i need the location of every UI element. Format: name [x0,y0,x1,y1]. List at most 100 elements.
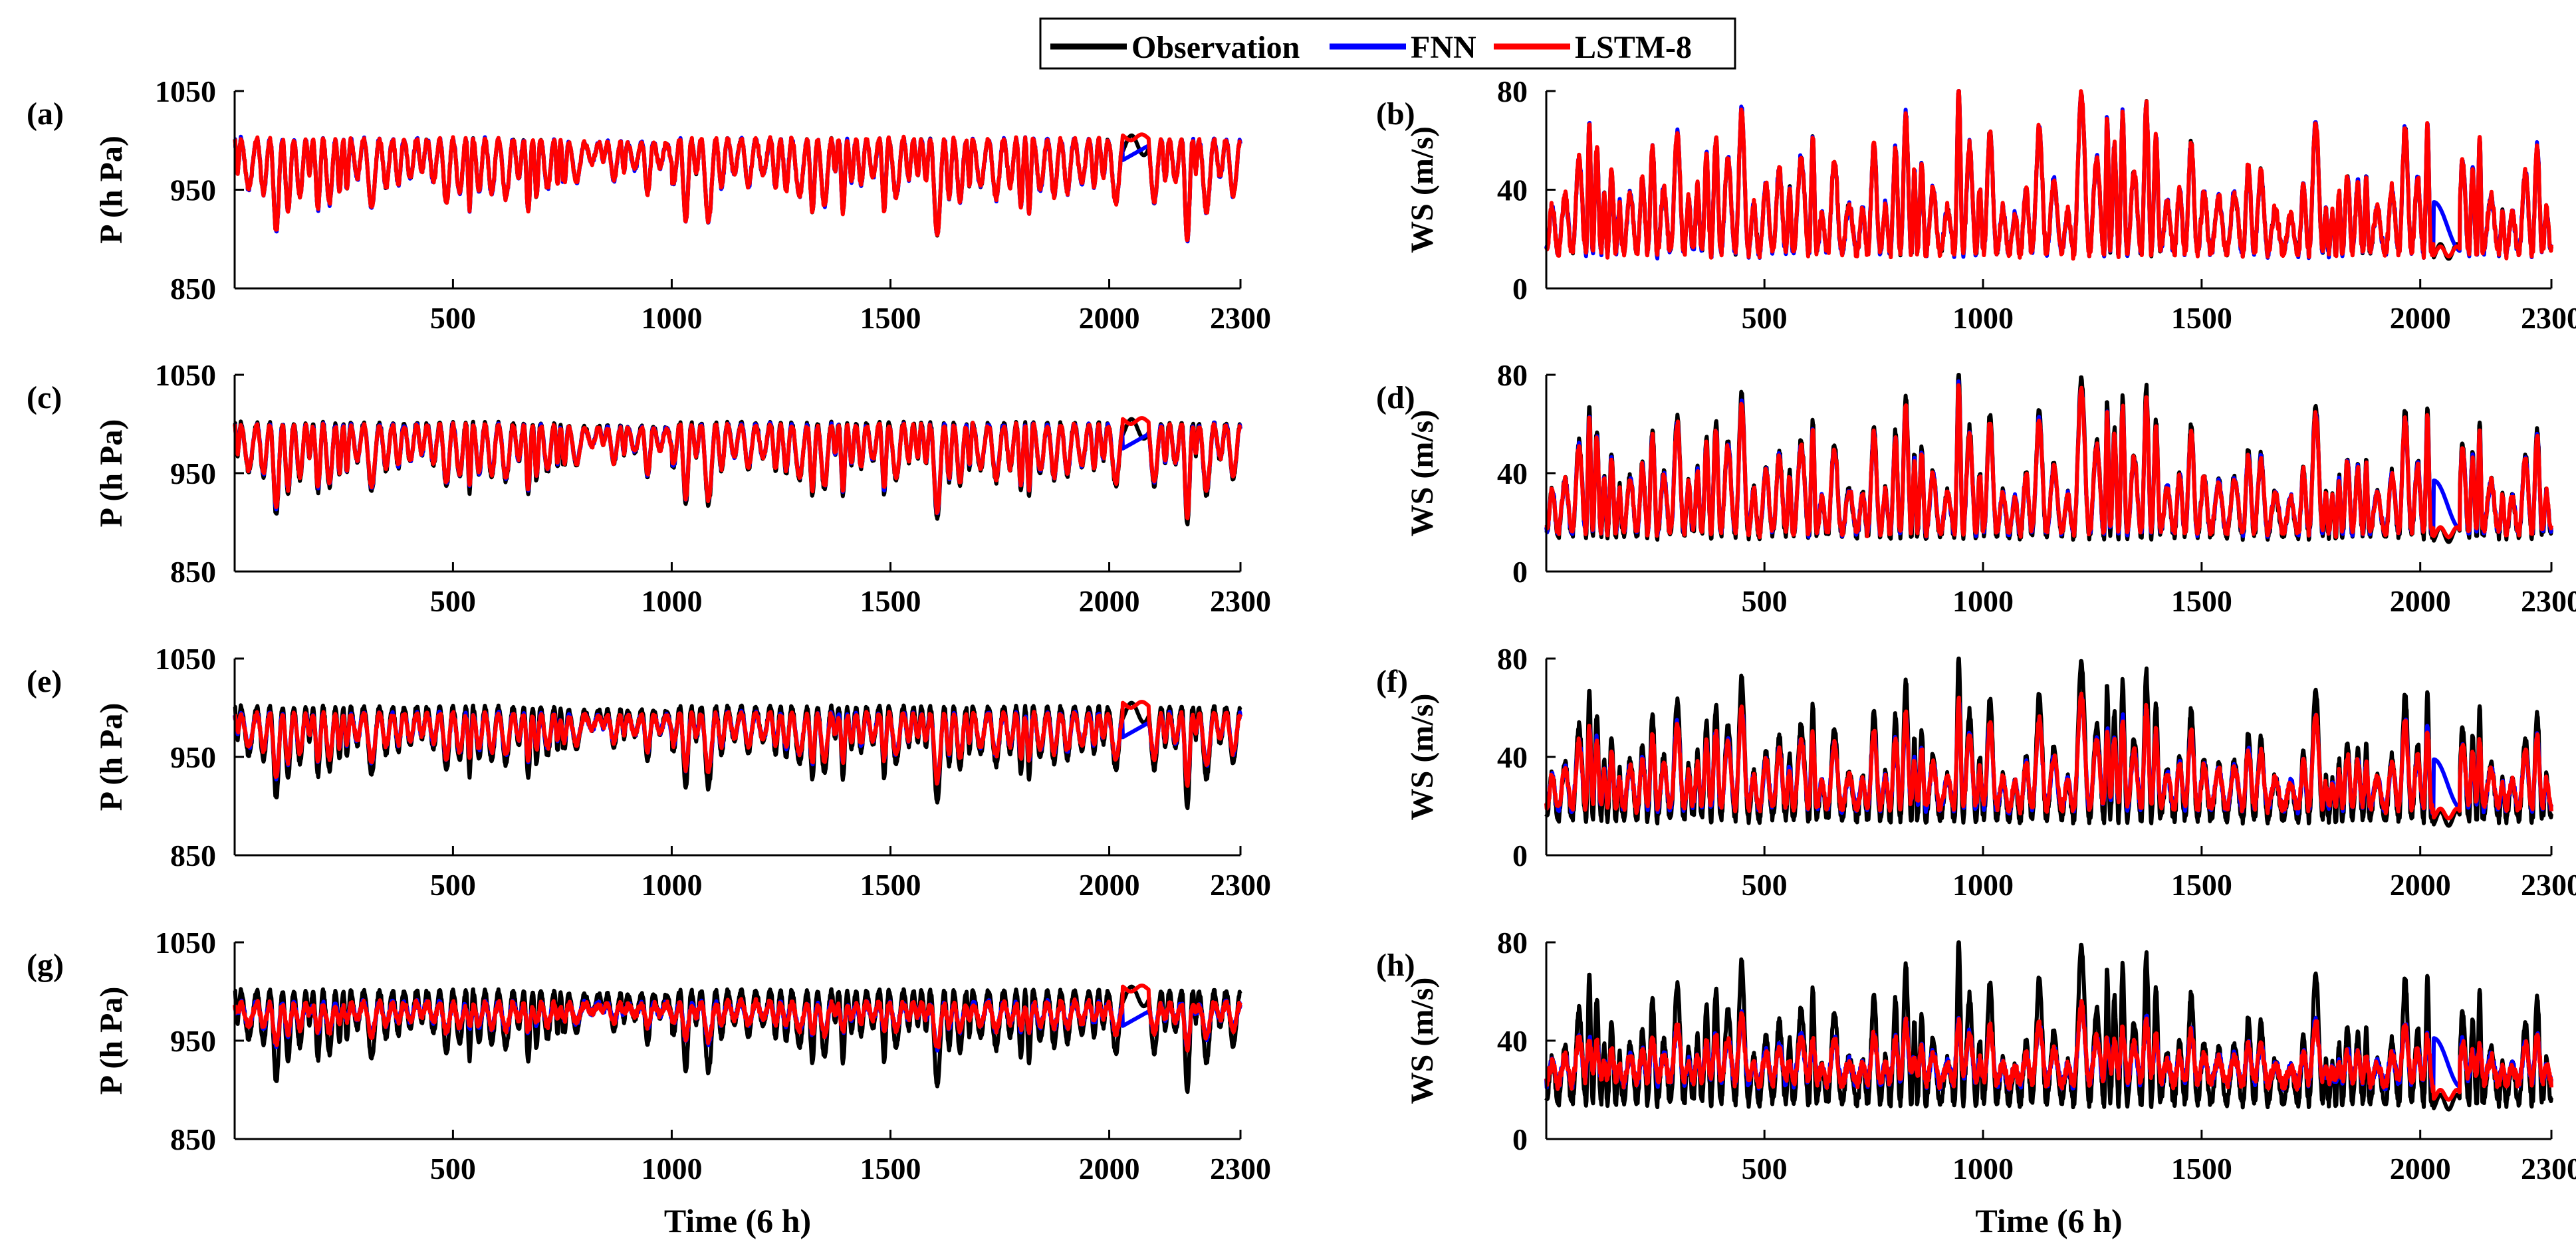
x-tick-label: 2300 [2521,1152,2576,1186]
y-tick-label: 950 [170,1024,216,1058]
legend-label-fnn: FNN [1411,30,1476,65]
x-tick-label: 2000 [1079,301,1140,335]
x-tick-label: 500 [430,868,476,902]
y-axis-label: WS (m/s) [1405,978,1440,1104]
lstm-line [233,132,1242,243]
y-tick-label: 80 [1497,642,1528,676]
y-tick-label: 0 [1512,1122,1528,1156]
y-tick-label: 40 [1497,740,1528,774]
lstm-line [1544,691,2553,821]
x-tick-label: 2000 [1079,1152,1140,1186]
y-axis-label: WS (m/s) [1405,410,1440,537]
panel-label: (c) [27,380,62,415]
x-tick-label: 2000 [1079,584,1140,618]
y-tick-label: 1050 [155,74,216,108]
x-tick-label: 1000 [641,301,702,335]
x-tick-label: 500 [430,1152,476,1186]
x-tick-label: 2300 [2521,301,2576,335]
x-tick-label: 500 [430,584,476,618]
panel-label: (a) [27,96,64,132]
y-tick-label: 1050 [155,642,216,676]
panel-d: 0 40 80 500 1000 1500 2000 2300 WS (m/s)(d) [1376,358,2576,618]
x-tick-label: 1500 [860,868,921,902]
y-tick-label: 1050 [155,358,216,392]
lstm-line [233,416,1242,520]
lstm-line [233,700,1242,788]
x-tick-label: 2000 [2390,868,2451,902]
x-tick-label: 2000 [1079,868,1140,902]
panel-f: 0 40 80 500 1000 1500 2000 2300 WS (m/s)(f) [1376,642,2576,902]
x-tick-label: 500 [1742,1152,1788,1186]
y-axis-label: WS (m/s) [1405,126,1440,253]
y-axis-label: WS (m/s) [1405,694,1440,821]
panel-label: (b) [1376,96,1415,132]
x-tick-label: 500 [1742,301,1788,335]
y-tick-label: 850 [170,272,216,306]
y-tick-label: 0 [1512,839,1528,873]
panel-label: (e) [27,664,62,699]
x-tick-label: 500 [1742,868,1788,902]
legend: Observation FNN LSTM-8 [1039,17,1736,70]
y-tick-label: 80 [1497,74,1528,108]
y-axis-label: P (h Pa) [94,419,129,528]
lstm-line [1544,89,2553,261]
y-axis-label: P (h Pa) [94,136,129,244]
panel-a: 850 950 1050 500 1000 1500 2000 2300 P (h Pa) (a) [27,74,1271,335]
y-tick-label: 950 [170,457,216,490]
panel-label: (h) [1376,948,1415,983]
x-tick-label: 1500 [2171,868,2232,902]
x-tick-label: 1000 [641,868,702,902]
lstm-line [233,984,1242,1053]
lstm-line [1544,999,2553,1102]
panel-h: 0 40 80 500 1000 1500 2000 2300 WS (m/s)(h) Time … [1376,926,2576,1239]
x-tick-label: 500 [1742,584,1788,618]
panel-label: (f) [1376,664,1408,699]
y-tick-label: 1050 [155,926,216,960]
panel-e: 850 950 1050 500 1000 1500 2000 2300 P (h Pa) (e) [27,642,1271,902]
y-tick-label: 950 [170,173,216,207]
x-tick-label: 1500 [860,1152,921,1186]
y-tick-label: 850 [170,555,216,589]
x-tick-label: 500 [430,301,476,335]
y-tick-label: 0 [1512,555,1528,589]
x-tick-label: 1000 [641,1152,702,1186]
panel-label: (d) [1376,380,1415,415]
x-tick-label: 2000 [2390,301,2451,335]
x-tick-label: 2300 [2521,868,2576,902]
panel-g: 850 950 1050 500 1000 1500 2000 2300 P (h Pa) (g)… [27,926,1271,1239]
y-tick-label: 40 [1497,173,1528,207]
x-tick-label: 1000 [641,584,702,618]
lstm-line [1544,383,2553,540]
y-tick-label: 40 [1497,1024,1528,1058]
panel-b: 0 40 80 500 1000 1500 2000 2300 WS (m/s)(b) [1376,74,2576,335]
y-axis-label: P (h Pa) [94,987,129,1095]
x-tick-label: 1000 [1952,1152,2014,1186]
y-tick-label: 80 [1497,926,1528,960]
x-tick-label: 1000 [1952,584,2014,618]
y-tick-label: 950 [170,740,216,774]
x-tick-label: 2300 [1210,301,1271,335]
x-tick-label: 1000 [1952,868,2014,902]
x-tick-label: 1000 [1952,301,2014,335]
y-axis-label: P (h Pa) [94,703,129,811]
panel-label: (g) [27,948,64,983]
x-tick-label: 1500 [2171,1152,2232,1186]
panel-c: 850 950 1050 500 1000 1500 2000 2300 P (h Pa) (c) [27,358,1271,618]
legend-label-lstm: LSTM-8 [1575,30,1692,65]
x-tick-label: 2300 [1210,1152,1271,1186]
x-tick-label: 2300 [1210,584,1271,618]
x-axis-label: Time (6 h) [664,1202,811,1239]
y-tick-label: 850 [170,1122,216,1156]
y-tick-label: 40 [1497,457,1528,490]
x-axis-label: Time (6 h) [1975,1202,2122,1239]
x-tick-label: 1500 [860,301,921,335]
x-tick-label: 2000 [2390,1152,2451,1186]
y-tick-label: 850 [170,839,216,873]
x-tick-label: 2000 [2390,584,2451,618]
legend-label-observation: Observation [1131,30,1300,65]
x-tick-label: 1500 [2171,301,2232,335]
x-tick-label: 1500 [2171,584,2232,618]
x-tick-label: 2300 [1210,868,1271,902]
x-tick-label: 2300 [2521,584,2576,618]
